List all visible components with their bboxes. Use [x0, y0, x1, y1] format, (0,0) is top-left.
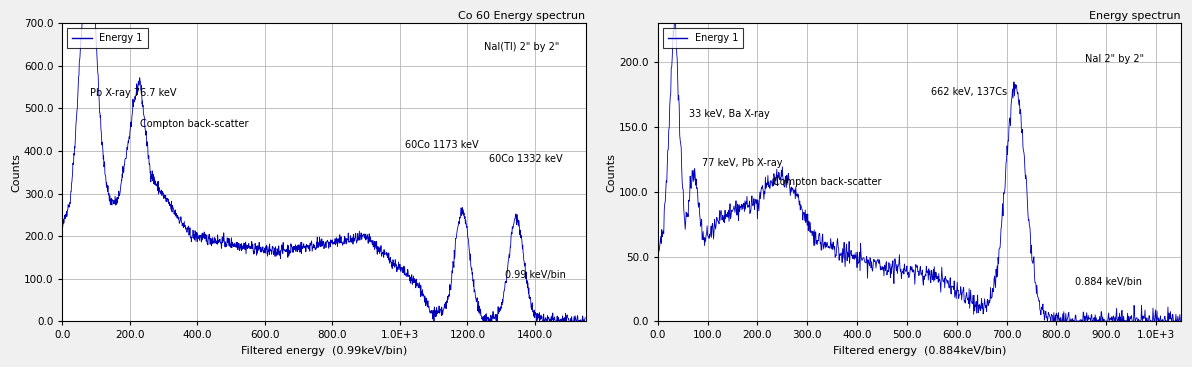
Text: Energy spectrun: Energy spectrun	[1089, 11, 1181, 21]
Text: Pb X-ray 76.7 keV: Pb X-ray 76.7 keV	[91, 88, 176, 98]
Text: 0.99 keV/bin: 0.99 keV/bin	[504, 270, 565, 280]
Text: 0.884 keV/bin: 0.884 keV/bin	[1075, 277, 1142, 287]
X-axis label: Filtered energy  (0.884keV/bin): Filtered energy (0.884keV/bin)	[833, 346, 1006, 356]
Text: Compton back-scatter: Compton back-scatter	[774, 177, 882, 187]
Legend: Energy 1: Energy 1	[67, 28, 148, 48]
Text: 33 keV, Ba X-ray: 33 keV, Ba X-ray	[689, 109, 769, 119]
Text: NaI(Tl) 2" by 2": NaI(Tl) 2" by 2"	[484, 42, 559, 52]
Legend: Energy 1: Energy 1	[663, 28, 743, 48]
Text: 60Co 1173 keV: 60Co 1173 keV	[405, 139, 479, 150]
Text: Compton back-scatter: Compton back-scatter	[139, 119, 249, 129]
Y-axis label: Counts: Counts	[11, 153, 21, 192]
Text: 662 keV, 137Cs: 662 keV, 137Cs	[931, 87, 1007, 97]
Text: 77 keV, Pb X-ray: 77 keV, Pb X-ray	[702, 158, 782, 168]
Y-axis label: Counts: Counts	[607, 153, 616, 192]
Text: NaI 2" by 2": NaI 2" by 2"	[1085, 54, 1144, 64]
X-axis label: Filtered energy  (0.99keV/bin): Filtered energy (0.99keV/bin)	[241, 346, 408, 356]
Text: 60Co 1332 keV: 60Co 1332 keV	[490, 155, 563, 164]
Text: Co 60 Energy spectrun: Co 60 Energy spectrun	[459, 11, 585, 21]
